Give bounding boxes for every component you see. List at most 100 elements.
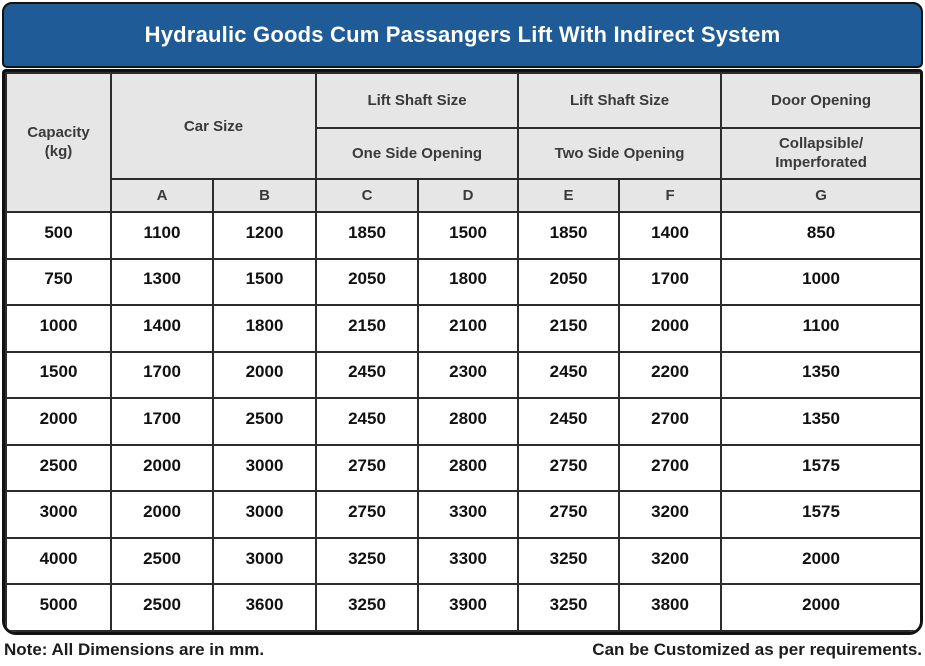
dimension-cell: 1300 xyxy=(110,257,214,307)
dimension-cell: 2050 xyxy=(517,257,621,307)
dimension-cell: 3300 xyxy=(417,490,520,539)
dimension-cell: 1350 xyxy=(720,350,920,400)
header-door-type-line1: Collapsible/ xyxy=(778,134,864,152)
capacity-cell: 2500 xyxy=(5,443,112,493)
dimension-cell: 1350 xyxy=(720,397,920,446)
header-capacity-line1: Capacity xyxy=(27,123,90,141)
footer-customized: Can be Customized as per requirements. xyxy=(592,640,922,659)
table-body: 500 1100 1200 1850 1500 1850 1400 850 750 1300 150… xyxy=(5,211,920,632)
header-door-opening: Door Opening xyxy=(720,72,920,129)
table-row: 1500 1700 2000 2450 2300 2450 2200 1350 xyxy=(5,350,920,400)
dimension-cell: 2000 xyxy=(720,583,920,632)
dimension-cell: 2000 xyxy=(110,490,214,539)
capacity-cell: 750 xyxy=(5,257,112,307)
dimension-cell: 1575 xyxy=(720,490,920,539)
header-letter-c: C xyxy=(315,178,420,213)
capacity-cell: 500 xyxy=(5,211,112,260)
dimension-cell: 1000 xyxy=(720,257,920,307)
header-door-type: Collapsible/ Imperforated xyxy=(720,127,920,180)
table-row: 2500 2000 3000 2750 2800 2750 2700 1575 xyxy=(5,443,920,493)
header-letter-d: D xyxy=(417,178,520,213)
dimension-cell: 1400 xyxy=(110,304,214,353)
dimension-cell: 2450 xyxy=(315,350,420,400)
header-capacity-line2: (kg) xyxy=(44,142,73,160)
table-row: 500 1100 1200 1850 1500 1850 1400 850 xyxy=(5,211,920,260)
header-letter-e: E xyxy=(517,178,621,213)
dimension-cell: 3000 xyxy=(211,443,318,493)
dimension-cell: 1800 xyxy=(417,257,520,307)
dimension-cell: 2500 xyxy=(110,583,214,632)
dimension-cell: 2750 xyxy=(517,490,621,539)
header-lift-shaft-one: Lift Shaft Size xyxy=(315,72,520,129)
dimension-cell: 2150 xyxy=(517,304,621,353)
dimension-cell: 1850 xyxy=(315,211,420,260)
dimension-cell: 2450 xyxy=(315,397,420,446)
dimension-cell: 2450 xyxy=(517,350,621,400)
table-row: 3000 2000 3000 2750 3300 2750 3200 1575 xyxy=(5,490,920,539)
dimension-cell: 3300 xyxy=(417,536,520,586)
dimension-cell: 1500 xyxy=(211,257,318,307)
dimension-cell: 3200 xyxy=(618,490,723,539)
dimension-cell: 2750 xyxy=(517,443,621,493)
table-row: 2000 1700 2500 2450 2800 2450 2700 1350 xyxy=(5,397,920,446)
dimension-cell: 1700 xyxy=(618,257,723,307)
dimension-cell: 2750 xyxy=(315,443,420,493)
dimension-cell: 2200 xyxy=(618,350,723,400)
dimension-cell: 1400 xyxy=(618,211,723,260)
header-letter-b: B xyxy=(211,178,318,213)
dimension-cell: 1200 xyxy=(211,211,318,260)
dimension-cell: 3250 xyxy=(315,536,420,586)
dimension-cell: 3250 xyxy=(315,583,420,632)
dimension-cell: 2150 xyxy=(315,304,420,353)
dimension-cell: 1700 xyxy=(110,397,214,446)
table-row: 4000 2500 3000 3250 3300 3250 3200 2000 xyxy=(5,536,920,586)
capacity-cell: 1000 xyxy=(5,304,112,353)
dimension-cell: 1500 xyxy=(417,211,520,260)
header-row-groups: Capacity (kg) Car Size Lift Shaft Size L… xyxy=(5,72,920,213)
header-letter-f: F xyxy=(618,178,723,213)
dimension-cell: 1100 xyxy=(110,211,214,260)
dimension-cell: 2700 xyxy=(618,443,723,493)
header-lift-shaft-two: Lift Shaft Size xyxy=(517,72,723,129)
dimension-cell: 2500 xyxy=(110,536,214,586)
dimension-cell: 2800 xyxy=(417,443,520,493)
header-door-type-line2: Imperforated xyxy=(775,153,867,171)
dimension-cell: 850 xyxy=(720,211,920,260)
dimension-cell: 1575 xyxy=(720,443,920,493)
header-one-side-opening: One Side Opening xyxy=(315,127,520,180)
dimension-cell: 1800 xyxy=(211,304,318,353)
header-car-size: Car Size xyxy=(109,72,318,180)
dimension-cell: 2750 xyxy=(315,490,420,539)
table-row: 750 1300 1500 2050 1800 2050 1700 1000 xyxy=(5,257,920,307)
dimension-cell: 1850 xyxy=(517,211,621,260)
title-bar: Hydraulic Goods Cum Passangers Lift With… xyxy=(2,2,923,68)
header-row-subgroups: One Side Opening Two Side Opening Collap… xyxy=(6,127,920,180)
dimension-cell: 2300 xyxy=(417,350,520,400)
capacity-cell: 1500 xyxy=(5,350,112,400)
footer: Note: All Dimensions are in mm. Can be C… xyxy=(4,638,922,662)
header-row-letters: A B C D E F G xyxy=(6,178,920,213)
dimension-cell: 3000 xyxy=(211,490,318,539)
dimension-cell: 2000 xyxy=(211,350,318,400)
capacity-cell: 4000 xyxy=(5,536,112,586)
dimension-cell: 3000 xyxy=(211,536,318,586)
specification-table-container: Capacity (kg) Car Size Lift Shaft Size L… xyxy=(2,69,923,635)
dimension-cell: 2000 xyxy=(720,536,920,586)
dimension-cell: 3600 xyxy=(211,583,318,632)
dimension-cell: 3250 xyxy=(517,536,621,586)
header-two-side-opening: Two Side Opening xyxy=(517,127,723,180)
dimension-cell: 3800 xyxy=(618,583,723,632)
dimension-cell: 2800 xyxy=(417,397,520,446)
capacity-cell: 3000 xyxy=(5,490,112,539)
specification-table: Capacity (kg) Car Size Lift Shaft Size L… xyxy=(5,72,920,632)
table-header: Capacity (kg) Car Size Lift Shaft Size L… xyxy=(5,72,920,213)
dimension-cell: 3200 xyxy=(618,536,723,586)
dimension-cell: 2100 xyxy=(417,304,520,353)
dimension-cell: 2700 xyxy=(618,397,723,446)
table-row: 5000 2500 3600 3250 3900 3250 3800 2000 xyxy=(5,583,920,632)
dimension-cell: 2000 xyxy=(110,443,214,493)
page-title: Hydraulic Goods Cum Passangers Lift With… xyxy=(144,22,781,47)
header-letter-a: A xyxy=(110,178,214,213)
dimension-cell: 1700 xyxy=(110,350,214,400)
header-letter-g: G xyxy=(720,178,920,213)
